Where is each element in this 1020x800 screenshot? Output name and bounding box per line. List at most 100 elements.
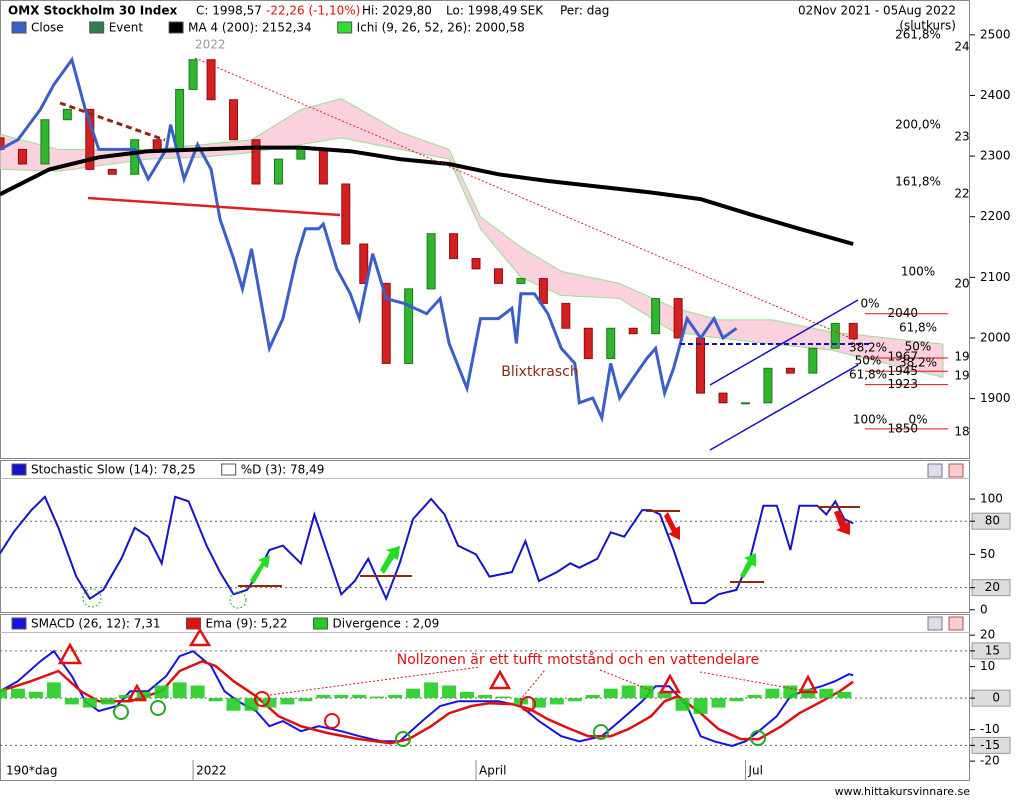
- divergence-bar: [154, 685, 169, 699]
- divergence-bar: [819, 688, 834, 699]
- currency: SEK: [520, 4, 544, 18]
- divergence-bar: [657, 691, 672, 699]
- y-tick-label: -15: [980, 738, 1000, 752]
- annotation: 20: [954, 277, 969, 291]
- annotation: 50%: [855, 354, 882, 368]
- candle: [628, 327, 638, 335]
- marker-circle: [593, 724, 609, 740]
- triangle: [797, 674, 819, 694]
- annotation: 200,0%: [895, 118, 941, 132]
- divergence-bar: [621, 685, 636, 699]
- marker-circle: [750, 730, 766, 746]
- y-tick-label: -20: [980, 754, 1000, 768]
- candle: [229, 99, 239, 141]
- divergence-bar: [711, 698, 726, 708]
- divergence-bar: [693, 698, 708, 714]
- divergence-bar: [765, 688, 780, 699]
- annotation: 61,8%: [899, 321, 937, 335]
- divergence-bar: [172, 682, 187, 699]
- legend-swatch: [11, 463, 27, 476]
- legend-label: MA 4 (200): 2152,34: [188, 21, 312, 35]
- legend-label: %D (3): 78,49: [241, 463, 325, 477]
- period: Per: dag: [560, 4, 609, 18]
- marker-circle: [395, 731, 411, 747]
- candle: [808, 347, 818, 374]
- candle: [651, 298, 661, 335]
- legend-label: Event: [109, 21, 144, 35]
- candle: [583, 327, 593, 360]
- y-tick-label: 50: [980, 547, 995, 561]
- fib-label: 1945: [887, 364, 918, 378]
- fib-label: 1923: [887, 377, 918, 391]
- title: OMX Stockholm 30 Index: [8, 4, 177, 18]
- up-arrow: [740, 553, 756, 578]
- low-value: Lo: 1998,49: [446, 4, 517, 18]
- candle: [426, 233, 436, 290]
- divergence-bar: [801, 688, 816, 699]
- settings-icon[interactable]: [927, 463, 943, 478]
- divergence-bar: [82, 698, 97, 708]
- legend-swatch: [89, 21, 105, 34]
- marker-circle: [150, 700, 166, 716]
- line-series: [0, 56, 738, 424]
- tick-box: [971, 689, 1011, 707]
- candle: [318, 148, 328, 185]
- down-arrow: [834, 510, 850, 535]
- annotation: Nollzonen är ett tufft motstånd och en v…: [397, 651, 759, 668]
- divergence-bar: [370, 696, 385, 699]
- divergence-bar: [334, 694, 349, 699]
- line-series: [0, 495, 854, 605]
- up-arrow: [250, 555, 270, 584]
- candle: [763, 367, 773, 404]
- pointer-line: [599, 669, 651, 691]
- marker-circle: [82, 588, 102, 608]
- candle: [359, 243, 369, 284]
- divergence-bar: [495, 696, 510, 699]
- stoch-frame: [0, 460, 970, 613]
- channel-line: [709, 364, 859, 451]
- candle: [404, 288, 414, 364]
- marker-circle: [324, 713, 340, 729]
- y-tick-label: 0: [992, 691, 1000, 705]
- divergence-bar: [226, 698, 241, 711]
- legend-label: Divergence : 2,09: [333, 617, 440, 631]
- y-tick-label: 2200: [980, 209, 1011, 223]
- divergence-bar: [46, 682, 61, 699]
- annotation: 100%: [901, 265, 935, 279]
- y-tick-label: 100: [980, 492, 1003, 506]
- candle: [848, 322, 858, 340]
- legend-label: Close: [31, 21, 64, 35]
- candle: [62, 108, 72, 121]
- annotation: 61,8%: [849, 368, 887, 382]
- divergence-bar: [262, 698, 277, 708]
- annotation: Blixtkrasch: [501, 364, 578, 380]
- fib-label: 1850: [887, 421, 918, 435]
- candle: [561, 302, 571, 329]
- y-tick-label: 2400: [980, 88, 1011, 102]
- triangle: [126, 683, 148, 702]
- divergence-bar: [118, 694, 133, 699]
- legend-swatch: [221, 463, 237, 476]
- main-frame: [0, 0, 970, 459]
- y-tick-label: -10: [980, 722, 1000, 736]
- support-line: [87, 196, 341, 217]
- candle: [273, 158, 283, 185]
- divergence-bar: [64, 698, 79, 705]
- legend-swatch: [11, 21, 27, 34]
- legend-swatch: [11, 617, 27, 630]
- line-series: [0, 659, 854, 745]
- annotation: 38,2%: [849, 341, 887, 355]
- legend-label: SMACD (26, 12): 7,31: [31, 617, 161, 631]
- settings-icon[interactable]: [927, 616, 943, 631]
- annotation: 0%: [908, 413, 927, 427]
- close-icon[interactable]: [948, 463, 964, 478]
- x-tick-label: Jul: [747, 764, 762, 778]
- candle: [606, 327, 616, 360]
- marker-circle: [113, 704, 129, 720]
- close-icon[interactable]: [948, 616, 964, 631]
- y-tick-label: 15: [985, 643, 1000, 657]
- annotation: 18: [954, 425, 969, 439]
- triangle: [57, 642, 83, 665]
- divergence-bar: [639, 685, 654, 699]
